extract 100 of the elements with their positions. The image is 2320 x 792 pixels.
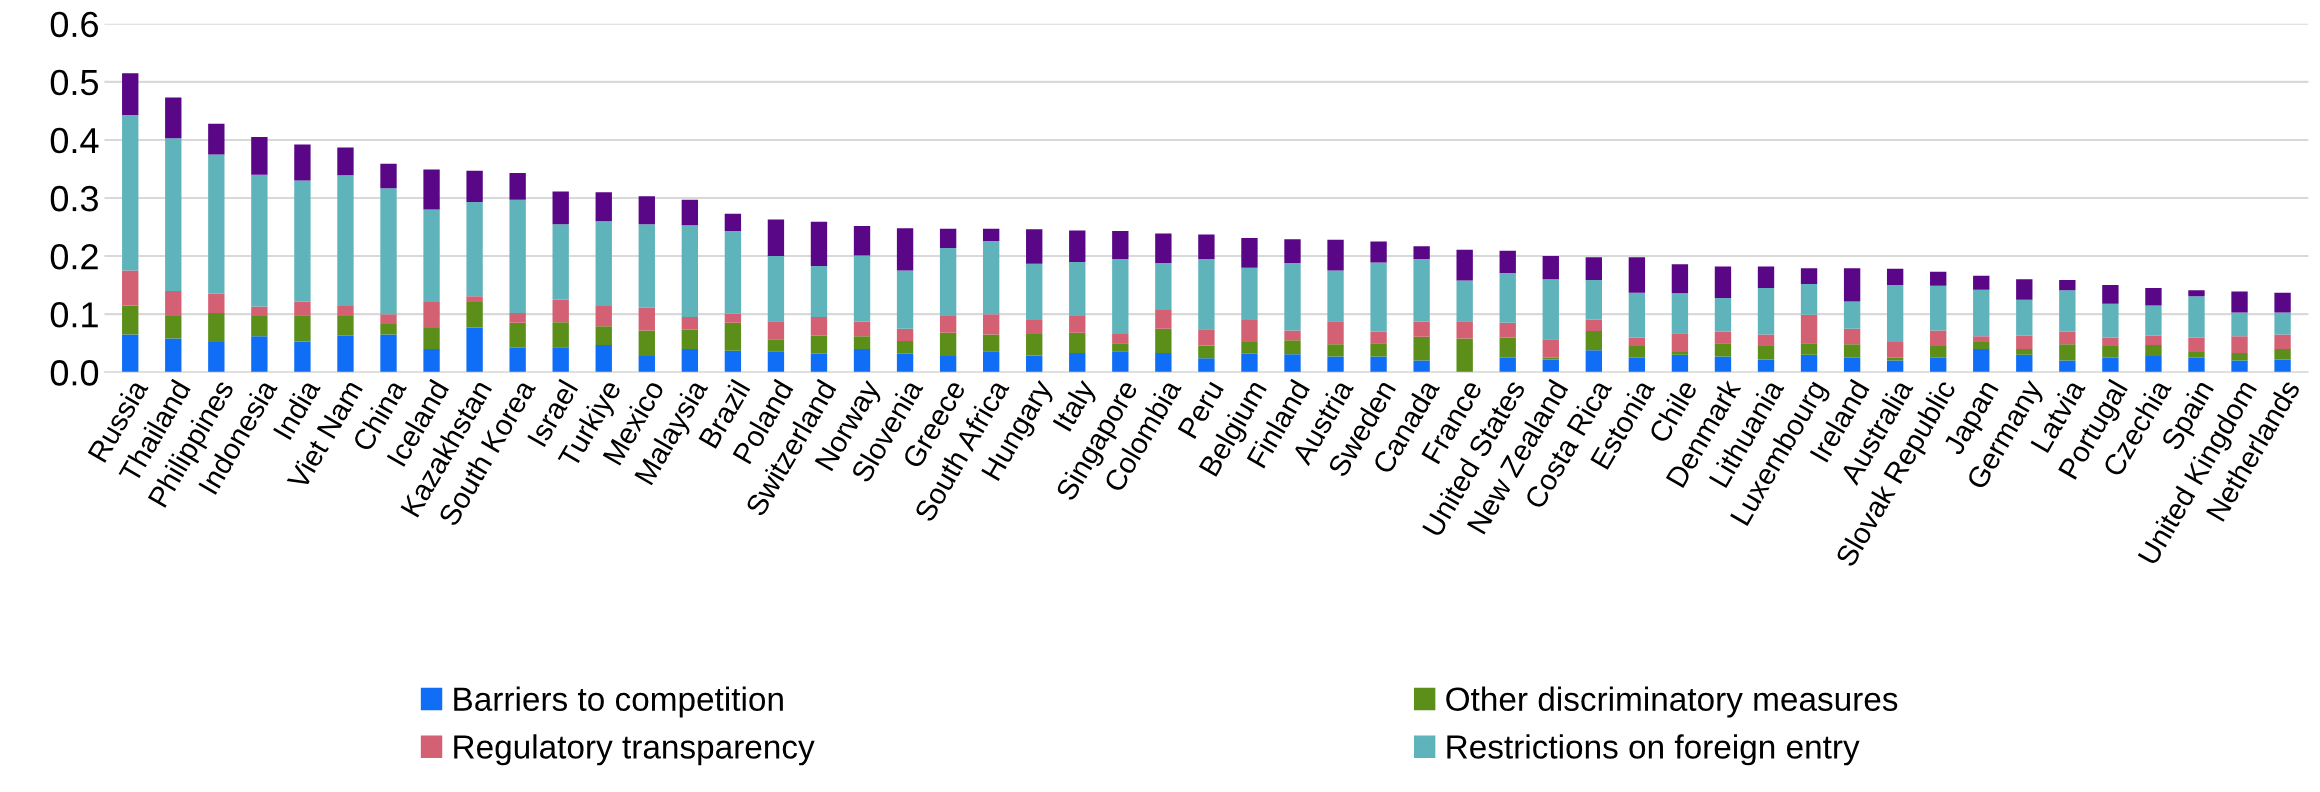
bar bbox=[595, 221, 612, 307]
bar bbox=[939, 332, 957, 356]
bar bbox=[681, 329, 699, 350]
bar bbox=[2102, 303, 2119, 338]
bar bbox=[1198, 358, 1215, 373]
bar bbox=[2188, 337, 2205, 352]
bar bbox=[2016, 279, 2033, 300]
bar bbox=[294, 144, 311, 181]
bar bbox=[2188, 351, 2205, 358]
bar bbox=[1930, 330, 1947, 347]
bar bbox=[337, 315, 354, 336]
bar bbox=[2016, 299, 2033, 336]
bar bbox=[165, 290, 182, 316]
bar bbox=[2102, 337, 2119, 347]
bar bbox=[122, 305, 139, 335]
bar bbox=[1241, 267, 1258, 320]
bar bbox=[853, 225, 871, 256]
bar bbox=[2145, 355, 2162, 373]
bar bbox=[896, 270, 914, 329]
bar bbox=[1241, 319, 1258, 343]
bar bbox=[552, 322, 569, 348]
bar bbox=[423, 328, 440, 350]
bar bbox=[423, 169, 440, 210]
bar bbox=[380, 188, 397, 315]
bar bbox=[466, 327, 483, 373]
bar bbox=[1112, 351, 1129, 373]
bar bbox=[509, 322, 526, 348]
bar bbox=[122, 73, 139, 115]
bar bbox=[1930, 285, 1947, 331]
bar bbox=[1499, 250, 1516, 273]
bar bbox=[1198, 345, 1215, 359]
bar bbox=[1800, 268, 1818, 284]
bar bbox=[2016, 335, 2033, 350]
bar bbox=[423, 209, 440, 302]
bar bbox=[1886, 342, 1904, 358]
bar bbox=[1930, 346, 1947, 358]
bar bbox=[1671, 293, 1689, 334]
bar bbox=[1714, 266, 1732, 298]
legend-label: Other discriminatory measures bbox=[1446, 686, 1898, 718]
bar bbox=[1155, 328, 1172, 354]
bar bbox=[767, 339, 785, 352]
y-tick-label: 0.3 bbox=[50, 185, 98, 212]
bar bbox=[122, 334, 139, 373]
bar bbox=[2274, 359, 2291, 373]
y-tick-label: 0.5 bbox=[50, 69, 99, 96]
bar bbox=[466, 301, 483, 328]
bar bbox=[595, 306, 612, 327]
bar bbox=[724, 322, 742, 351]
bar bbox=[1973, 289, 1990, 337]
bar bbox=[2188, 296, 2205, 338]
bar bbox=[1413, 321, 1430, 337]
bar bbox=[1542, 339, 1559, 358]
bar bbox=[165, 338, 182, 373]
bar bbox=[2188, 357, 2205, 373]
bar bbox=[423, 349, 440, 373]
bar bbox=[1714, 356, 1732, 373]
bar bbox=[1714, 331, 1732, 344]
bar bbox=[1843, 344, 1861, 358]
bar bbox=[1499, 357, 1516, 373]
bar bbox=[1456, 249, 1473, 281]
bar bbox=[2274, 292, 2291, 313]
bar bbox=[939, 355, 957, 373]
bar bbox=[1456, 280, 1473, 322]
bar bbox=[380, 163, 397, 189]
bar bbox=[1069, 261, 1086, 316]
bar bbox=[337, 147, 354, 176]
bar bbox=[638, 330, 655, 356]
bar bbox=[509, 347, 526, 373]
bar bbox=[1973, 336, 1990, 343]
bar bbox=[595, 344, 612, 373]
bar bbox=[595, 326, 612, 345]
bar bbox=[1585, 319, 1602, 331]
bar bbox=[2145, 344, 2162, 356]
bar bbox=[853, 336, 871, 350]
bar bbox=[251, 174, 268, 307]
bar bbox=[1499, 272, 1516, 323]
legend-label: Barriers to competition bbox=[454, 686, 783, 718]
bar bbox=[208, 293, 225, 313]
bar bbox=[1112, 258, 1129, 334]
bar bbox=[1585, 331, 1602, 351]
bar bbox=[1026, 263, 1043, 320]
bar bbox=[466, 296, 483, 302]
bar bbox=[1757, 334, 1775, 347]
bar bbox=[2102, 346, 2119, 358]
bar bbox=[1499, 337, 1516, 358]
bar bbox=[1370, 262, 1387, 332]
bar bbox=[2274, 334, 2291, 350]
bar bbox=[208, 123, 225, 155]
bar bbox=[1800, 354, 1818, 373]
bar bbox=[552, 224, 569, 300]
y-tick-label: 0.2 bbox=[50, 243, 98, 270]
bar bbox=[1671, 264, 1689, 294]
legend-label: Restrictions on foreign entry bbox=[1447, 734, 1860, 766]
bar bbox=[165, 97, 182, 139]
bar bbox=[509, 313, 526, 323]
bar bbox=[1843, 268, 1861, 302]
y-tick-label: 0.4 bbox=[50, 127, 99, 154]
bar bbox=[1671, 351, 1689, 355]
bar bbox=[810, 317, 828, 336]
bar bbox=[896, 340, 914, 354]
